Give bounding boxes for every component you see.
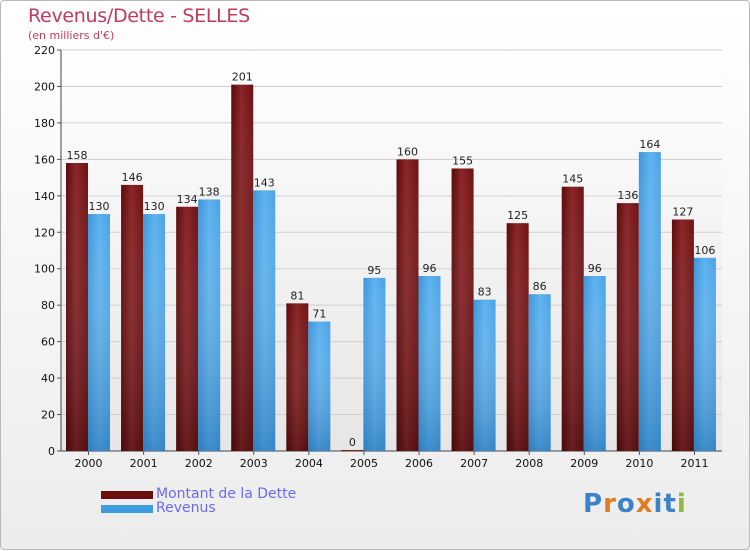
- x-tick-label: 2004: [295, 457, 323, 470]
- bar-dette-shade: [286, 303, 309, 451]
- data-label-dette: 127: [672, 206, 693, 219]
- data-label-dette: 146: [122, 171, 143, 184]
- bar-revenus-shade: [583, 276, 606, 451]
- x-tick-label: 2003: [240, 457, 268, 470]
- bar-revenus-shade: [143, 214, 166, 451]
- y-tick-label: 220: [34, 44, 55, 57]
- data-label-revenus: 143: [254, 176, 275, 189]
- logo-letter: o: [616, 489, 636, 519]
- y-tick-label: 60: [41, 336, 55, 349]
- bar-dette-shade: [231, 84, 254, 451]
- bar-revenus-shade: [363, 277, 386, 451]
- data-label-dette: 158: [67, 149, 88, 162]
- data-label-revenus: 96: [588, 262, 602, 275]
- y-tick-label: 40: [41, 372, 55, 385]
- bar-revenus-shade: [418, 276, 441, 451]
- y-tick-label: 0: [48, 445, 55, 458]
- legend-label-revenus: Revenus: [156, 500, 216, 516]
- logo-letter: i: [676, 489, 687, 519]
- data-label-revenus: 83: [478, 286, 492, 299]
- bar-dette-shade: [66, 163, 88, 451]
- data-label-revenus: 164: [639, 138, 660, 151]
- data-label-revenus: 96: [423, 262, 437, 275]
- y-tick-label: 80: [41, 299, 55, 312]
- y-tick-label: 200: [34, 80, 55, 93]
- data-label-dette: 201: [232, 71, 253, 84]
- bar-revenus-shade: [528, 294, 551, 451]
- logo-letter: t: [663, 489, 677, 519]
- y-tick-label: 140: [34, 190, 55, 203]
- data-label-revenus: 138: [199, 185, 220, 198]
- bar-revenus-shade: [693, 257, 716, 451]
- proxiti-logo: Proxiti: [583, 489, 687, 519]
- chart-title: Revenus/Dette - SELLES: [28, 5, 250, 27]
- x-tick-label: 2002: [185, 457, 213, 470]
- y-tick-label: 120: [34, 226, 55, 239]
- x-tick-label: 2011: [680, 457, 708, 470]
- bar-revenus-shade: [253, 190, 276, 451]
- x-tick-label: 2010: [625, 457, 653, 470]
- bar-revenus-shade: [198, 199, 221, 451]
- data-label-revenus: 86: [533, 280, 547, 293]
- y-tick-label: 20: [41, 409, 55, 422]
- x-tick-label: 2000: [75, 457, 103, 470]
- bar-dette-shade: [341, 450, 364, 451]
- data-label-dette: 0: [349, 436, 356, 449]
- legend-label-dette: Montant de la Dette: [156, 486, 297, 502]
- legend-swatch-revenus: [101, 505, 153, 513]
- data-label-revenus: 130: [89, 200, 110, 213]
- logo-letter: r: [603, 489, 617, 519]
- data-label-dette: 134: [177, 193, 198, 206]
- bar-dette-shade: [396, 159, 419, 451]
- bar-revenus-shade: [308, 321, 331, 451]
- x-tick-label: 2008: [515, 457, 543, 470]
- y-tick-label: 100: [34, 263, 55, 276]
- bar-dette-shade: [176, 206, 199, 451]
- logo-letter: x: [635, 489, 654, 519]
- data-label-dette: 81: [290, 289, 304, 302]
- bar-dette-shade: [121, 184, 144, 451]
- bar-dette-shade: [616, 203, 639, 451]
- y-tick-label: 160: [34, 153, 55, 166]
- data-label-revenus: 71: [312, 308, 326, 321]
- data-label-revenus: 106: [694, 244, 715, 257]
- logo-letter: P: [583, 489, 604, 519]
- data-label-revenus: 95: [367, 264, 381, 277]
- data-label-dette: 160: [397, 145, 418, 158]
- legend-swatch-dette: [101, 491, 153, 499]
- bar-dette-shade: [451, 168, 474, 451]
- x-tick-label: 2001: [130, 457, 158, 470]
- data-label-dette: 125: [507, 209, 528, 222]
- data-label-revenus: 130: [144, 200, 165, 213]
- bar-dette-shade: [561, 186, 584, 452]
- chart-subtitle: (en milliers d'€): [28, 29, 115, 42]
- x-tick-label: 2005: [350, 457, 378, 470]
- x-tick-label: 2007: [460, 457, 488, 470]
- x-tick-label: 2006: [405, 457, 433, 470]
- y-tick-label: 180: [34, 117, 55, 130]
- x-tick-label: 2009: [570, 457, 598, 470]
- data-label-dette: 145: [562, 173, 583, 186]
- data-label-dette: 136: [617, 189, 638, 202]
- plot-area: [61, 50, 722, 451]
- logo-letter: i: [653, 489, 664, 519]
- bar-dette-shade: [671, 219, 694, 451]
- bar-revenus-shade: [88, 214, 110, 451]
- bar-revenus-shade: [638, 152, 661, 451]
- bar-revenus-shade: [473, 299, 496, 451]
- bar-dette-shade: [506, 223, 529, 451]
- data-label-dette: 155: [452, 154, 473, 167]
